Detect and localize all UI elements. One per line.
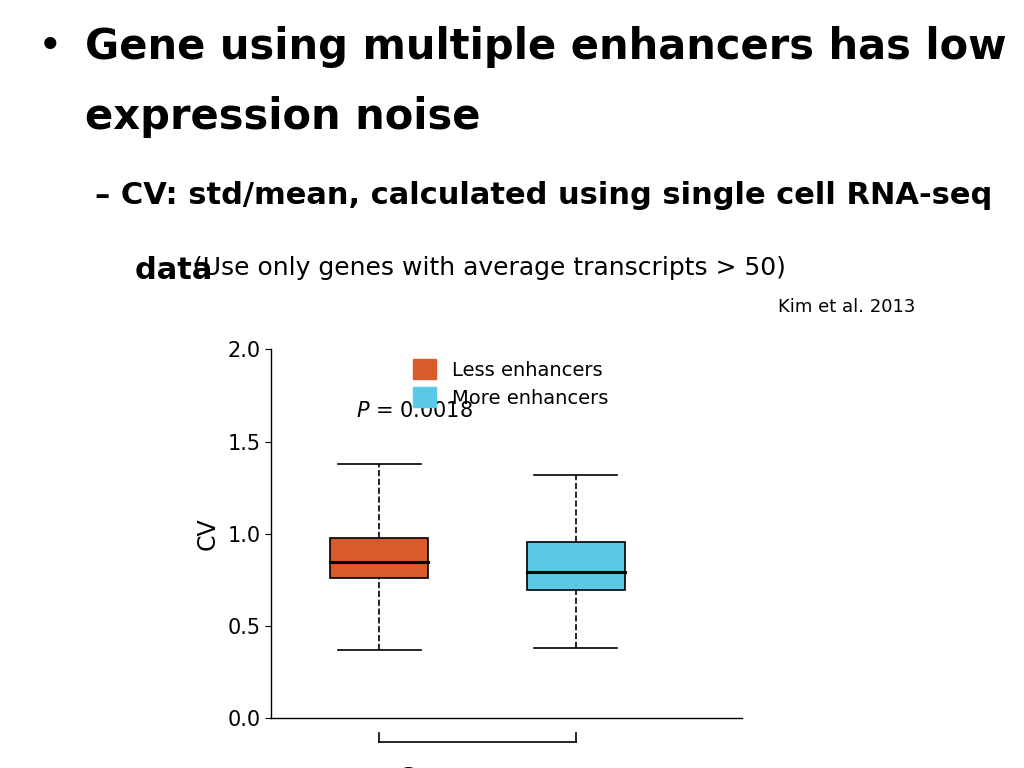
Text: Gene using multiple enhancers has low: Gene using multiple enhancers has low: [85, 25, 1007, 68]
Text: expression noise: expression noise: [85, 95, 480, 137]
Text: (Use only genes with average transcripts > 50): (Use only genes with average transcripts…: [193, 256, 785, 280]
Bar: [330, 538, 428, 578]
Text: $P$ = 0.0018: $P$ = 0.0018: [355, 401, 473, 421]
Y-axis label: CV: CV: [196, 518, 219, 550]
Text: •: •: [38, 25, 62, 68]
Bar: [526, 542, 625, 590]
Text: Gene groups: Gene groups: [397, 766, 557, 768]
Legend: Less enhancers, More enhancers: Less enhancers, More enhancers: [413, 359, 608, 408]
Text: data: data: [135, 256, 223, 285]
Text: – CV: std/mean, calculated using single cell RNA-seq: – CV: std/mean, calculated using single …: [95, 180, 992, 210]
Text: Kim et al. 2013: Kim et al. 2013: [778, 298, 915, 316]
